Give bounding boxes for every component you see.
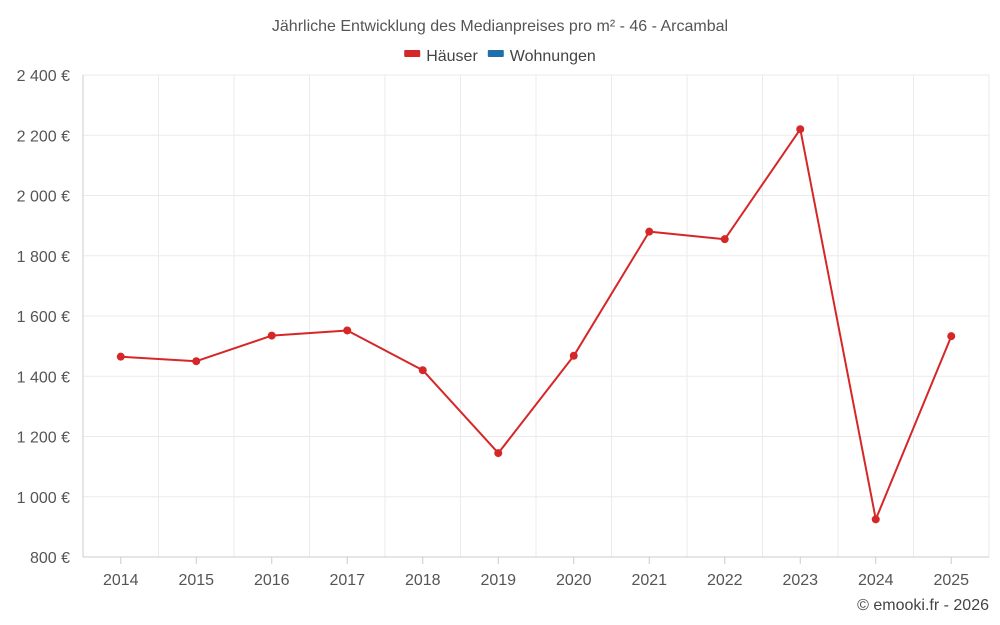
- legend: Häuser Wohnungen: [404, 48, 596, 65]
- grid: [83, 74, 990, 557]
- data-point[interactable]: [796, 125, 805, 134]
- data-point[interactable]: [494, 449, 503, 458]
- y-tick-label: 1 000 €: [17, 490, 70, 507]
- data-point[interactable]: [645, 227, 654, 236]
- data-point[interactable]: [947, 332, 956, 341]
- x-tick-label: 2020: [556, 572, 592, 589]
- y-tick-label: 800 €: [30, 550, 70, 567]
- data-point[interactable]: [343, 326, 352, 335]
- x-tick-label: 2015: [178, 572, 214, 589]
- data-point[interactable]: [116, 352, 125, 361]
- x-tick-label: 2024: [858, 572, 894, 589]
- y-tick-label: 2 200 €: [17, 128, 70, 145]
- chart-title: Jährliche Entwicklung des Medianpreises …: [272, 18, 728, 35]
- x-axis: 2014 2015 2016 2017 2018 2019 2020 2021 2022 2023…: [83, 556, 989, 589]
- series-layer: [116, 125, 956, 524]
- y-tick-label: 1 600 €: [17, 309, 70, 326]
- x-tick-label: 2018: [405, 572, 441, 589]
- x-tick-label: 2016: [254, 572, 290, 589]
- x-tick-label: 2023: [782, 572, 818, 589]
- legend-item[interactable]: Häuser: [404, 48, 478, 65]
- data-point[interactable]: [267, 331, 276, 340]
- x-tick-label: 2025: [933, 572, 969, 589]
- y-axis: 800 € 1 000 € 1 200 € 1 400 € 1 600 € 1 800 €…: [17, 68, 84, 567]
- data-point[interactable]: [569, 351, 578, 360]
- y-tick-label: 1 400 €: [17, 369, 70, 386]
- x-tick-label: 2017: [329, 572, 365, 589]
- y-tick-label: 1 800 €: [17, 249, 70, 266]
- data-point[interactable]: [192, 357, 201, 366]
- credit-text: © emooki.fr - 2026: [857, 597, 989, 614]
- y-tick-label: 2 400 €: [17, 68, 70, 85]
- x-tick-label: 2021: [631, 572, 667, 589]
- legend-label: Häuser: [426, 48, 478, 65]
- data-point[interactable]: [418, 366, 427, 375]
- legend-swatch: [404, 50, 421, 57]
- data-point[interactable]: [720, 235, 729, 244]
- data-point[interactable]: [871, 515, 880, 524]
- series-line: [120, 128, 953, 521]
- legend-swatch: [487, 50, 504, 57]
- legend-item[interactable]: Wohnungen: [487, 48, 596, 65]
- x-tick-label: 2014: [103, 572, 139, 589]
- y-tick-label: 1 200 €: [17, 430, 70, 447]
- y-tick-label: 2 000 €: [17, 189, 70, 206]
- x-tick-label: 2019: [480, 572, 516, 589]
- x-tick-label: 2022: [707, 572, 743, 589]
- legend-label: Wohnungen: [510, 48, 596, 65]
